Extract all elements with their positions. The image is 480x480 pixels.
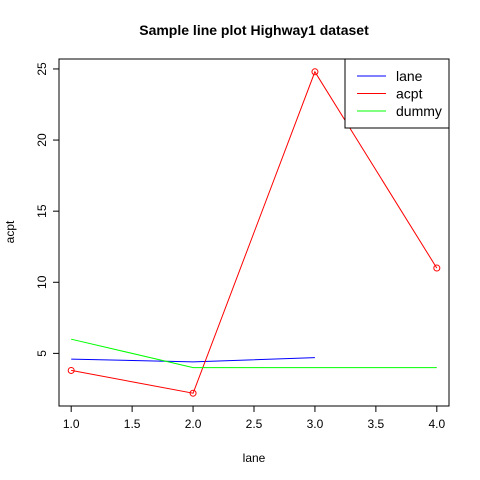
data-point-acpt bbox=[189, 389, 197, 397]
x-axis: 1.0 1.5 2.0 2.5 3.0 3.5 4.0 bbox=[63, 405, 445, 431]
y-tick-label: 25 bbox=[35, 62, 49, 76]
y-axis: 5 10 15 20 25 bbox=[35, 62, 60, 357]
x-tick-label: 1.5 bbox=[124, 417, 141, 431]
series-line-dummy bbox=[71, 338, 437, 369]
x-axis-title: lane bbox=[243, 451, 266, 465]
x-tick-label: 3.5 bbox=[368, 417, 385, 431]
y-tick-label: 20 bbox=[35, 133, 49, 147]
x-tick-label: 4.0 bbox=[428, 417, 445, 431]
chart-title: Sample line plot Highway1 dataset bbox=[139, 22, 369, 38]
series-line-acpt bbox=[71, 70, 438, 394]
y-tick-label: 10 bbox=[35, 275, 49, 289]
legend-label-lane: lane bbox=[396, 68, 423, 84]
legend-label-dummy: dummy bbox=[396, 103, 442, 119]
data-point-acpt bbox=[311, 68, 319, 76]
data-point-acpt bbox=[433, 264, 441, 272]
series-line-lane bbox=[71, 357, 315, 363]
series-layer bbox=[67, 68, 441, 397]
legend-label-acpt: acpt bbox=[396, 86, 423, 102]
data-point-acpt bbox=[67, 366, 75, 374]
x-tick-label: 2.5 bbox=[246, 417, 263, 431]
x-tick-label: 3.0 bbox=[307, 417, 324, 431]
y-tick-label: 5 bbox=[35, 350, 49, 357]
y-tick-label: 15 bbox=[35, 204, 49, 218]
x-tick-label: 1.0 bbox=[63, 417, 80, 431]
x-tick-label: 2.0 bbox=[185, 417, 202, 431]
y-axis-title: acpt bbox=[3, 220, 17, 243]
